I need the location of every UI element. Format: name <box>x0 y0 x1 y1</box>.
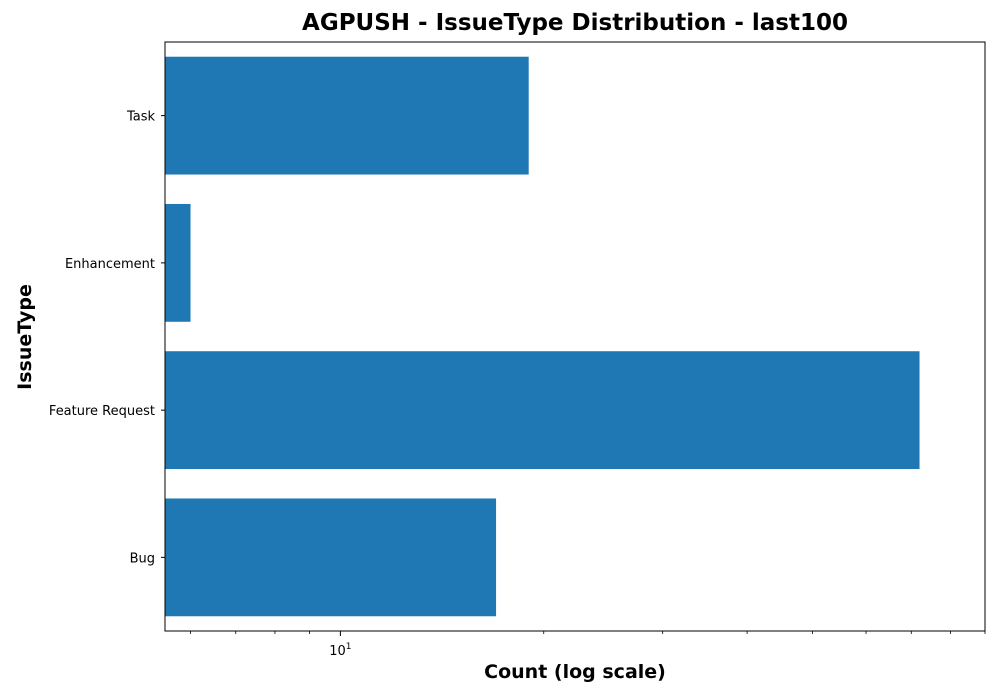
y-tick-label-feature-request: Feature Request <box>49 404 155 419</box>
y-tick-label-enhancement: Enhancement <box>65 257 155 272</box>
y-ticks-group: Bug Feature Request Enhancement Task <box>49 110 165 566</box>
x-ticks-group: 101 <box>190 631 986 659</box>
bar-feature-request <box>165 351 920 470</box>
bar-enhancement <box>165 203 191 322</box>
y-tick-label-task: Task <box>126 110 156 125</box>
x-axis-label: Count (log scale) <box>484 661 666 683</box>
chart-title: AGPUSH - IssueType Distribution - last10… <box>302 10 848 36</box>
y-tick-label-bug: Bug <box>130 551 155 566</box>
bars-group <box>165 56 920 617</box>
x-tick-label: 101 <box>329 642 351 659</box>
bar-bug <box>165 498 497 617</box>
plot-frame <box>164 41 986 632</box>
bar-task <box>165 56 529 175</box>
